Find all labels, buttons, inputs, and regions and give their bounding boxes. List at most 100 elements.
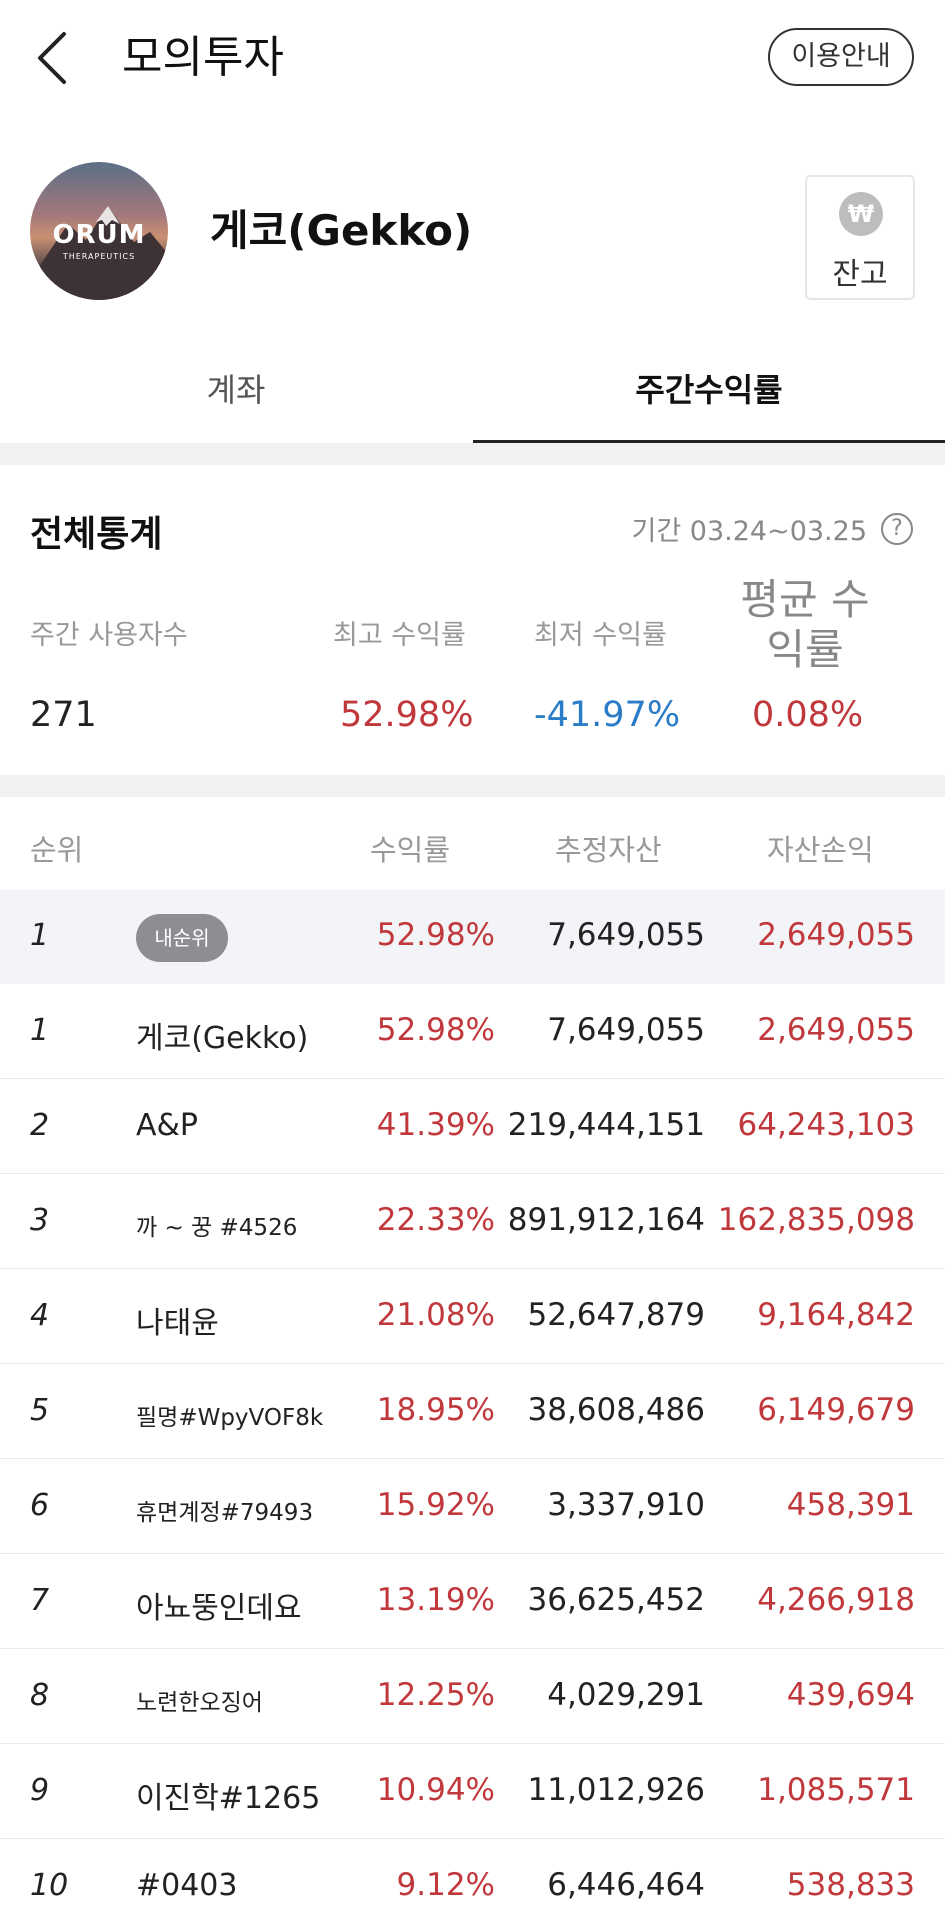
tab-account[interactable]: 계좌 <box>206 371 266 409</box>
rank-number: 9 <box>30 1773 50 1808</box>
avatar: ORUM THERAPEUTICS <box>30 162 168 300</box>
user-name: 아뇨뚱인데요 <box>136 1591 302 1626</box>
return-rate: 10.94% <box>376 1772 495 1808</box>
avatar-logo-text: ORUM <box>52 220 146 250</box>
my-rank-row[interactable]: 1 내순위 52.98% 7,649,055 2,649,055 <box>0 890 945 984</box>
table-row[interactable]: 7 아뇨뚱인데요 13.19% 36,625,452 4,266,918 <box>0 1555 945 1649</box>
return-rate: 13.19% <box>376 1582 495 1618</box>
estimated-asset: 891,912,164 <box>507 1202 705 1238</box>
return-rate: 22.33% <box>376 1202 495 1238</box>
user-name: 필명#WpyVOF8k <box>136 1405 324 1431</box>
estimated-asset: 4,029,291 <box>547 1677 705 1713</box>
table-row[interactable]: 3 까 ~ 꿍 #4526 22.33% 891,912,164 162,835… <box>0 1175 945 1269</box>
tab-bar: 계좌 주간수익률 <box>0 340 945 443</box>
table-row[interactable]: 8 노련한오징어 12.25% 4,029,291 439,694 <box>0 1650 945 1744</box>
won-icon: ₩ <box>839 192 883 236</box>
rank-number: 5 <box>30 1393 50 1428</box>
table-row[interactable]: 1 게코(Gekko) 52.98% 7,649,055 2,649,055 <box>0 985 945 1079</box>
return-rate: 12.25% <box>376 1677 495 1713</box>
table-row[interactable]: 6 휴면계정#79493 15.92% 3,337,910 458,391 <box>0 1460 945 1554</box>
estimated-asset: 3,337,910 <box>547 1487 705 1523</box>
balance-label: 잔고 <box>832 257 888 292</box>
rank-number: 1 <box>30 1013 50 1048</box>
estimated-asset: 7,649,055 <box>547 1012 705 1048</box>
asset-pl: 64,243,103 <box>737 1107 916 1143</box>
username: 게코(Gekko) <box>210 206 473 255</box>
return-rate: 52.98% <box>376 1012 495 1048</box>
avg-return-value: 0.08% <box>752 695 864 735</box>
app-header: 모의투자 이용안내 <box>0 0 945 115</box>
estimated-asset: 11,012,926 <box>527 1772 706 1808</box>
asset-pl: 4,266,918 <box>757 1582 915 1618</box>
estimated-asset: 7,649,055 <box>547 917 705 953</box>
return-rate: 41.39% <box>376 1107 495 1143</box>
user-name: 까 ~ 꿍 #4526 <box>136 1215 298 1241</box>
estimated-asset: 38,608,486 <box>527 1392 706 1428</box>
rank-number: 7 <box>30 1583 50 1618</box>
rank-number: 1 <box>30 918 50 953</box>
user-name: 게코(Gekko) <box>136 1021 309 1056</box>
user-name: 나태윤 <box>136 1306 219 1341</box>
rank-number: 4 <box>30 1298 50 1333</box>
tab-weekly-return[interactable]: 주간수익률 <box>473 340 945 443</box>
table-row[interactable]: 9 이진학#1265 10.94% 11,012,926 1,085,571 <box>0 1745 945 1839</box>
column-rank: 순위 <box>30 833 84 867</box>
page-title: 모의투자 <box>122 32 284 83</box>
section-divider <box>0 443 945 465</box>
weekly-users-value: 271 <box>30 695 97 735</box>
max-return-label: 최고 수익률 <box>333 620 466 651</box>
estimated-asset: 36,625,452 <box>527 1582 706 1618</box>
return-rate: 9.12% <box>396 1867 495 1903</box>
asset-pl: 6,149,679 <box>757 1392 915 1428</box>
balance-button[interactable]: ₩ 잔고 <box>805 175 915 300</box>
back-button[interactable] <box>30 28 80 88</box>
avatar-logo-subtext: THERAPEUTICS <box>62 252 136 261</box>
chevron-left-icon <box>38 32 66 84</box>
column-return: 수익률 <box>370 833 451 867</box>
user-name: 노련한오징어 <box>136 1690 263 1716</box>
period-info: 기간 03.24~03.25 ? <box>632 509 913 548</box>
table-row[interactable]: 4 나태윤 21.08% 52,647,879 9,164,842 <box>0 1270 945 1364</box>
estimated-asset: 52,647,879 <box>527 1297 706 1333</box>
asset-pl: 439,694 <box>786 1677 915 1713</box>
rank-number: 3 <box>30 1203 50 1238</box>
rank-number: 8 <box>30 1678 50 1713</box>
avg-return-label: 평균 수익률 <box>740 575 870 674</box>
mountain-icon <box>30 206 168 300</box>
asset-pl: 9,164,842 <box>757 1297 915 1333</box>
stats-title: 전체통계 <box>30 514 163 555</box>
asset-pl: 2,649,055 <box>757 1012 915 1048</box>
rank-number: 2 <box>30 1108 50 1143</box>
asset-pl: 538,833 <box>786 1867 915 1903</box>
estimated-asset: 219,444,151 <box>507 1107 705 1143</box>
column-asset-pl: 자산손익 <box>767 833 874 867</box>
user-name: 이진학#1265 <box>136 1781 321 1816</box>
profile-section: ORUM THERAPEUTICS 게코(Gekko) ₩ 잔고 <box>0 150 945 310</box>
user-name: A&P <box>136 1108 199 1143</box>
ranking-table-header: 순위 수익률 추정자산 자산손익 <box>0 797 945 890</box>
period-text: 기간 03.24~03.25 <box>631 516 867 547</box>
estimated-asset: 6,446,464 <box>547 1867 705 1903</box>
my-rank-badge: 내순위 <box>136 914 228 962</box>
asset-pl: 1,085,571 <box>757 1772 915 1808</box>
asset-pl: 162,835,098 <box>717 1202 915 1238</box>
rank-number: 6 <box>30 1488 50 1523</box>
table-row[interactable]: 2 A&P 41.39% 219,444,151 64,243,103 <box>0 1080 945 1174</box>
table-row[interactable]: 5 필명#WpyVOF8k 18.95% 38,608,486 6,149,67… <box>0 1365 945 1459</box>
user-name: 휴면계정#79493 <box>136 1500 314 1526</box>
table-row[interactable]: 10 #0403 9.12% 6,446,464 538,833 <box>0 1840 945 1920</box>
overall-stats: 전체통계 기간 03.24~03.25 ? 주간 사용자수 271 최고 수익률… <box>0 465 945 775</box>
return-rate: 18.95% <box>376 1392 495 1428</box>
max-return-value: 52.98% <box>340 695 474 735</box>
min-return-value: -41.97% <box>534 695 681 735</box>
guide-button[interactable]: 이용안내 <box>768 28 914 86</box>
asset-pl: 2,649,055 <box>757 917 915 953</box>
section-divider <box>0 775 945 797</box>
asset-pl: 458,391 <box>786 1487 915 1523</box>
return-rate: 52.98% <box>376 917 495 953</box>
user-name: #0403 <box>136 1868 238 1903</box>
weekly-users-label: 주간 사용자수 <box>30 620 188 651</box>
help-icon[interactable]: ? <box>881 512 913 545</box>
return-rate: 21.08% <box>376 1297 495 1333</box>
column-estimated-asset: 추정자산 <box>555 833 662 867</box>
